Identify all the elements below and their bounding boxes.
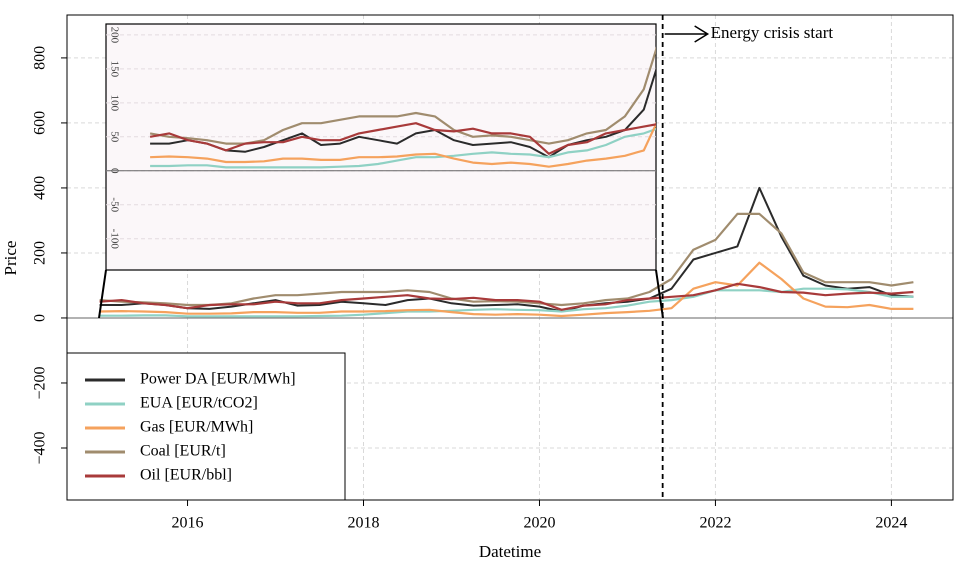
- x-tick-label: 2016: [172, 515, 204, 532]
- legend-label: Gas [EUR/MWh]: [140, 419, 253, 436]
- series-line: [149, 122, 656, 155]
- series-line: [149, 46, 656, 145]
- x-tick-label: 2018: [348, 515, 380, 532]
- inset-plot: [106, 34, 656, 240]
- x-tick-label: 2020: [523, 515, 555, 532]
- series-line: [150, 121, 656, 168]
- annotation: Energy crisis start: [661, 15, 834, 500]
- inset-y-tick-label: 0: [108, 168, 120, 174]
- series-line: [99, 282, 914, 311]
- series-line: [150, 127, 656, 169]
- annotation-arrow: [664, 25, 710, 43]
- series-line: [99, 261, 914, 318]
- main-plot: [99, 186, 914, 318]
- legend-label: Power DA [EUR/MWh]: [140, 371, 296, 388]
- series-line: [99, 212, 914, 307]
- legend: Power DA [EUR/MWh] EUA [EUR/tCO2] Gas [EUR…: [85, 371, 296, 484]
- inset-y-tick-label: -50: [108, 197, 120, 212]
- inset-y-tick-label: -100: [108, 229, 120, 250]
- legend-label: Coal [EUR/t]: [140, 443, 226, 460]
- inset-y-tick-label: 50: [108, 131, 120, 143]
- y-tick-label: −400: [32, 431, 49, 464]
- series-line: [99, 186, 914, 313]
- x-tick-label: 2022: [699, 515, 731, 532]
- inset-frame: [105, 23, 657, 271]
- y-tick-label: 600: [32, 111, 49, 135]
- legend-label: EUA [EUR/tCO2]: [140, 395, 258, 412]
- zoom-connector: [655, 269, 664, 319]
- x-axis-label: Datetime: [479, 542, 541, 561]
- inset-y-tick-label: 200: [108, 27, 120, 44]
- y-tick-label: 400: [32, 176, 49, 200]
- inset-y-tick-label: 150: [108, 61, 120, 78]
- series-line: [150, 66, 656, 159]
- y-axis-label: Price: [1, 241, 20, 276]
- inset-y-tick-label: 100: [108, 95, 120, 112]
- legend-label: Oil [EUR/bbl]: [140, 467, 232, 484]
- x-tick-label: 2024: [875, 515, 907, 532]
- y-tick-label: 200: [32, 241, 49, 265]
- plot-frame: [66, 14, 954, 501]
- y-tick-label: −200: [32, 366, 49, 399]
- y-tick-label: 0: [32, 314, 49, 322]
- inset-axis: -100 -50 0 50 100 150 200: [108, 27, 120, 250]
- y-tick-label: 800: [32, 46, 49, 70]
- annotation-text: Energy crisis start: [711, 23, 834, 42]
- zoom-connector: [98, 269, 107, 319]
